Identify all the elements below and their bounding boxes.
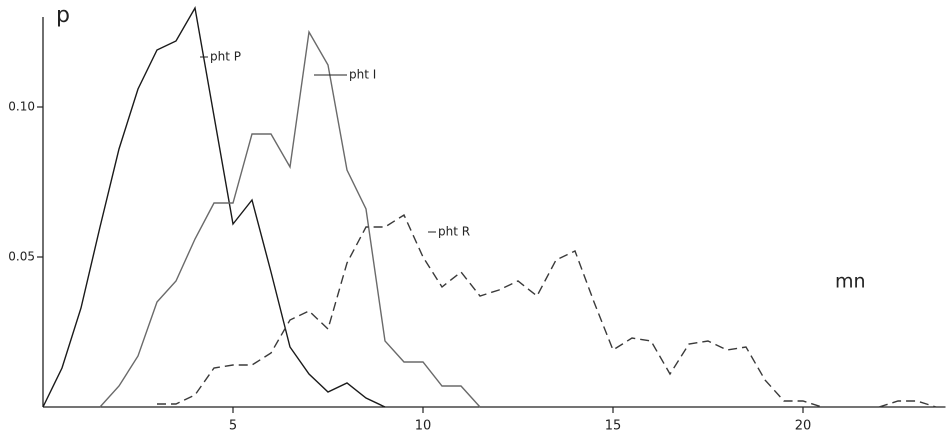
series-label: pht R bbox=[438, 225, 470, 239]
x-tick-label: 15 bbox=[605, 419, 622, 434]
series-label: pht I bbox=[349, 68, 376, 82]
y-tick-label: 0.05 bbox=[8, 250, 35, 264]
series-line bbox=[42, 5, 386, 408]
y-tick-label: 0.10 bbox=[8, 100, 35, 114]
series-line bbox=[99, 29, 481, 408]
x-axis-label: mn bbox=[835, 271, 866, 293]
x-tick-label: 5 bbox=[229, 419, 237, 434]
series-line bbox=[157, 213, 937, 408]
series-label: pht P bbox=[210, 50, 241, 64]
x-tick-label: 20 bbox=[795, 419, 812, 434]
y-axis-label: p bbox=[56, 3, 70, 28]
x-tick-label: 10 bbox=[415, 419, 432, 434]
